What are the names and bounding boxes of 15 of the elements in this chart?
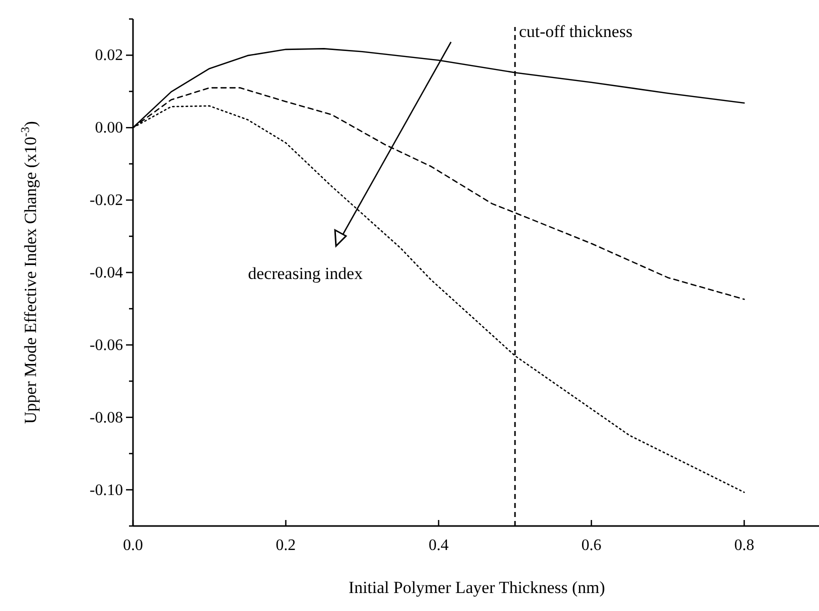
y-tick-label: -0.06	[90, 336, 123, 354]
x-axis-title: Initial Polymer Layer Thickness (nm)	[348, 578, 606, 597]
x-tick-label: 0.0	[123, 537, 143, 554]
y-tick-label: -0.08	[90, 409, 123, 426]
ref-line-label: cut-off thickness	[519, 22, 632, 41]
y-tick-label: 0.02	[95, 47, 123, 64]
y-tick-label: -0.10	[90, 482, 123, 499]
x-tick-label: 0.6	[581, 537, 602, 554]
x-tick-label: 0.2	[276, 537, 296, 554]
x-tick-label: 0.4	[428, 537, 449, 554]
y-tick-label: -0.04	[90, 264, 123, 282]
x-tick-label: 0.8	[734, 537, 754, 554]
annotation: decreasing index	[248, 264, 364, 283]
y-tick-label: 0.00	[95, 120, 123, 137]
y-tick-label: -0.02	[90, 192, 123, 210]
